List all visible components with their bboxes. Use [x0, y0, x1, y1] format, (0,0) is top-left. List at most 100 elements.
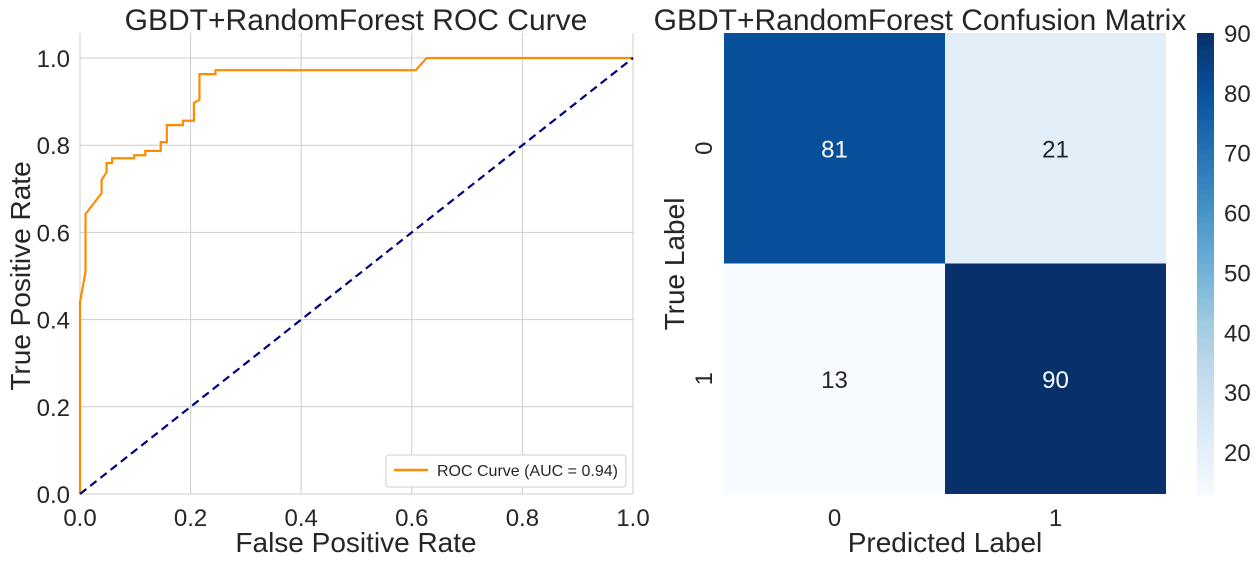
colorbar-segment	[1197, 447, 1214, 455]
colorbar-segment	[1197, 228, 1214, 236]
cm-cell-value: 90	[1042, 367, 1069, 394]
cm-y-tick-label: 1	[691, 372, 718, 385]
x-tick-label: 0.2	[174, 505, 207, 532]
colorbar-segment	[1197, 159, 1214, 167]
cm-cells: 81 21 13 90	[724, 33, 1166, 494]
colorbar-tick-label: 50	[1224, 260, 1251, 287]
colorbar-segment	[1197, 67, 1214, 74]
colorbar-segment	[1197, 234, 1214, 242]
roc-xlabel: False Positive Rate	[235, 527, 476, 558]
colorbar-segment	[1197, 280, 1214, 288]
y-tick-label: 0.6	[37, 220, 70, 247]
colorbar-segment	[1197, 223, 1214, 230]
colorbar-segment	[1197, 442, 1214, 449]
colorbar-segment	[1197, 286, 1214, 293]
chance-diagonal-line	[79, 57, 634, 495]
cm-cell	[724, 33, 945, 264]
colorbar-segment	[1197, 275, 1214, 282]
colorbar: 20 30 40 50 60 70 80 90	[1197, 21, 1251, 495]
colorbar-segment	[1197, 79, 1214, 86]
colorbar-segment	[1197, 107, 1214, 115]
roc-grid	[79, 33, 634, 495]
colorbar-segment	[1197, 470, 1214, 478]
colorbar-segment	[1197, 165, 1214, 172]
colorbar-segment	[1197, 344, 1214, 351]
colorbar-segment	[1197, 119, 1214, 126]
cm-cell	[724, 263, 945, 494]
colorbar-segment	[1197, 384, 1214, 391]
x-tick-label: 0.6	[395, 505, 428, 532]
colorbar-segment	[1197, 396, 1214, 403]
colorbar-segment	[1197, 326, 1214, 334]
y-tick-label: 0.2	[37, 395, 70, 422]
colorbar-segment	[1197, 246, 1214, 253]
colorbar-segment	[1197, 194, 1214, 201]
colorbar-segment	[1197, 309, 1214, 316]
roc-lines	[78, 56, 634, 495]
colorbar-segment	[1197, 367, 1214, 374]
colorbar-segment	[1197, 407, 1214, 414]
roc-ylabel: True Positive Rate	[5, 161, 36, 390]
colorbar-segment	[1197, 436, 1214, 443]
colorbar-tick-label: 20	[1224, 440, 1251, 467]
colorbar-segment	[1197, 73, 1214, 80]
colorbar-tick-label: 40	[1224, 320, 1251, 347]
colorbar-segment	[1197, 361, 1214, 368]
colorbar-segment	[1197, 390, 1214, 397]
roc-chart: 0.0 0.2 0.4 0.6 0.8 1.0 0.0 0.2 0.4 0.6 0.8 1.0 GBD…	[5, 4, 650, 558]
colorbar-segment	[1197, 298, 1214, 305]
cm-cell	[945, 263, 1166, 494]
colorbar-segment	[1197, 453, 1214, 461]
x-tick-label: 0.8	[506, 505, 539, 532]
x-tick-label: 0.4	[285, 505, 318, 532]
cm-cell-value: 81	[821, 136, 848, 163]
colorbar-segment	[1197, 154, 1214, 161]
colorbar-segment	[1197, 482, 1214, 489]
colorbar-segment	[1197, 33, 1214, 40]
colorbar-segment	[1197, 338, 1214, 345]
colorbar-segment	[1197, 355, 1214, 363]
y-tick-label: 0.4	[37, 308, 70, 335]
legend-box	[385, 454, 627, 488]
colorbar-segment	[1197, 419, 1214, 426]
colorbar-tick-label: 70	[1224, 141, 1251, 168]
colorbar-segment	[1197, 269, 1214, 276]
cm-ylabel: True Label	[659, 198, 690, 331]
cm-xlabel: Predicted Label	[848, 527, 1043, 558]
roc-title: GBDT+RandomForest ROC Curve	[125, 4, 588, 37]
colorbar-segment	[1197, 217, 1214, 224]
colorbar-segment	[1197, 130, 1214, 138]
cm-x-tick-label: 0	[828, 505, 841, 532]
colorbar-segment	[1197, 84, 1214, 92]
cm-x-tick-label: 1	[1049, 505, 1062, 532]
colorbar-segment	[1197, 50, 1214, 57]
colorbar-segment	[1197, 378, 1214, 386]
colorbar-segment	[1197, 251, 1214, 259]
cm-title: GBDT+RandomForest Confusion Matrix	[654, 4, 1187, 37]
colorbar-segment	[1197, 465, 1214, 472]
roc-curve	[78, 56, 633, 494]
colorbar-tick-label: 80	[1224, 81, 1251, 108]
cm-ticks: 0 1 0 1	[691, 142, 1062, 532]
colorbar-segment	[1197, 44, 1214, 51]
colorbar-segment	[1197, 136, 1214, 144]
colorbar-segment	[1197, 413, 1214, 420]
colorbar-segment	[1197, 177, 1214, 184]
colorbar-segment	[1197, 424, 1214, 432]
colorbar-segment	[1197, 96, 1214, 103]
colorbar-tick-label: 60	[1224, 201, 1251, 228]
y-tick-label: 0.8	[37, 133, 70, 160]
colorbar-segment	[1197, 90, 1214, 97]
colorbar-segment	[1197, 240, 1214, 247]
roc-legend: ROC Curve (AUC = 0.94)	[385, 454, 627, 488]
colorbar-segment	[1197, 488, 1214, 495]
colorbar-segment	[1197, 315, 1214, 322]
colorbar-segment	[1197, 332, 1214, 340]
colorbar-segment	[1197, 205, 1214, 213]
y-tick-label: 1.0	[37, 46, 70, 73]
cm-cell	[945, 33, 1166, 264]
y-tick-label: 0.0	[37, 482, 70, 509]
colorbar-segment	[1197, 321, 1214, 328]
roc-ticks: 0.0 0.2 0.4 0.6 0.8 1.0 0.0 0.2 0.4 0.6 0.8 1.0	[37, 46, 650, 532]
